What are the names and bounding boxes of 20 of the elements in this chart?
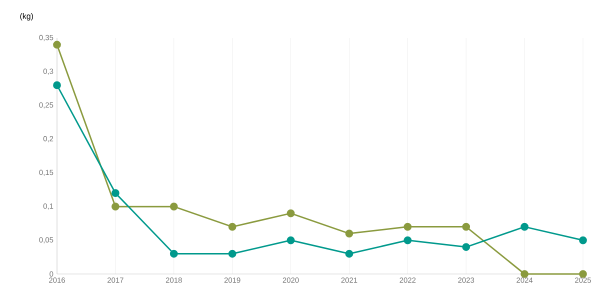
point — [579, 236, 587, 244]
point — [462, 243, 470, 251]
point — [112, 189, 120, 198]
point — [228, 250, 236, 258]
point — [112, 202, 120, 211]
point — [462, 222, 470, 231]
point — [286, 236, 295, 244]
point — [345, 250, 354, 258]
point — [53, 40, 61, 49]
point — [345, 230, 354, 238]
point — [53, 81, 61, 90]
point — [520, 270, 528, 278]
point — [579, 270, 587, 278]
point — [170, 202, 178, 211]
point — [170, 250, 178, 258]
point — [228, 222, 236, 231]
point — [520, 222, 528, 231]
point — [286, 209, 295, 218]
point — [404, 222, 412, 231]
point — [404, 236, 412, 244]
